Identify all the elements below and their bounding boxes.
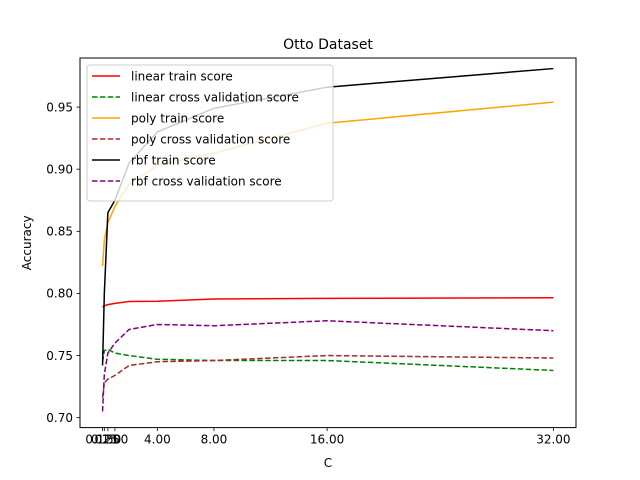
y-tick-label: 0.90 [46,162,73,176]
legend-label: poly cross validation score [131,132,290,146]
y-tick-label: 0.95 [46,100,73,114]
legend-label: rbf cross validation score [131,174,282,188]
legend-box [86,64,334,202]
legend-label: linear cross validation score [131,90,299,104]
x-tick-label: 32.00 [536,433,570,447]
x-tick-label: 0.50 [95,433,122,447]
series-line-5 [101,320,554,412]
x-tick-label: 0.25 [91,433,118,447]
series-line-1 [101,348,554,372]
series-line-0 [102,297,554,308]
x-tick-label: 0.125 [85,433,119,447]
legend-label: poly train score [131,111,224,125]
legend-label: linear train score [131,69,233,83]
chart-title: Otto Dataset [283,37,373,53]
y-axis-label: Accuracy [20,215,34,270]
x-tick-label: 4.00 [144,433,171,447]
legend: linear train score linear cross validatio… [86,64,334,202]
x-axis-label: C [324,456,332,470]
y-tick-label: 0.85 [46,225,73,239]
legend-label: rbf train score [131,153,216,167]
plot-frame [79,57,577,429]
y-axis: 0.70 0.75 0.80 0.85 0.90 0.95 [46,100,80,425]
x-tick-label: 1.00 [102,433,129,447]
series-line-3 [101,354,554,398]
y-tick-label: 0.70 [46,411,73,425]
y-tick-label: 0.75 [46,349,73,363]
y-tick-label: 0.80 [46,287,73,301]
x-tick-label: 16.00 [310,433,344,447]
x-tick-label: 8.00 [201,433,228,447]
